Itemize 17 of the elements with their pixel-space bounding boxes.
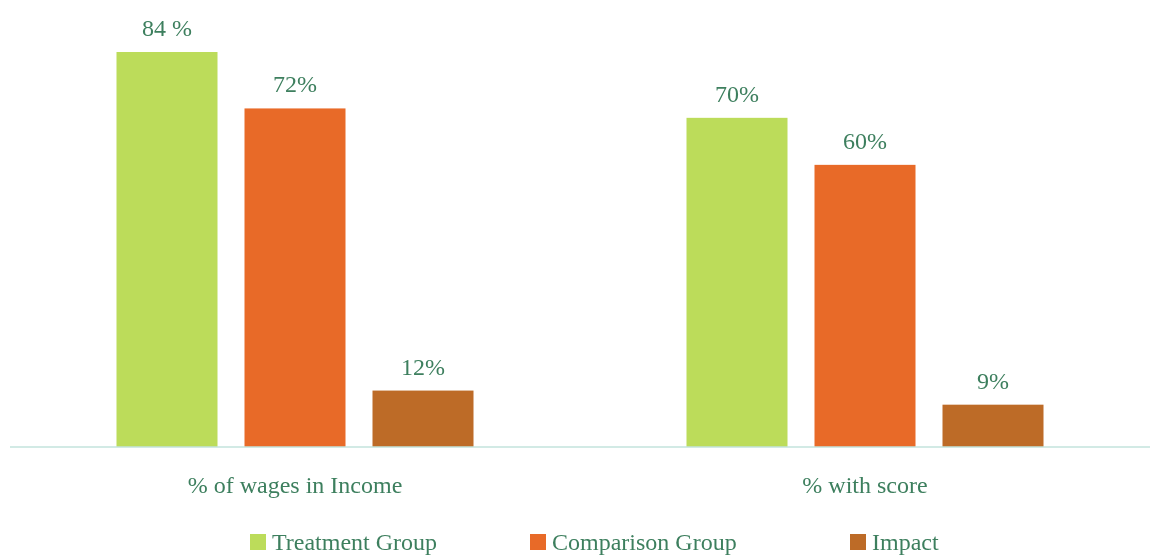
bar: [686, 117, 788, 447]
bar: [116, 52, 218, 447]
legend-label: Comparison Group: [552, 529, 737, 555]
legend-label: Impact: [872, 529, 939, 555]
data-label: 12%: [401, 353, 445, 380]
bar: [942, 404, 1044, 447]
data-label: 9%: [977, 367, 1009, 394]
legend-label: Treatment Group: [272, 529, 438, 555]
x-tick-label: % with score: [802, 472, 928, 498]
bar: [372, 390, 474, 447]
data-label: 70%: [715, 80, 759, 107]
data-label: 72%: [273, 71, 317, 98]
bar: [244, 108, 346, 447]
x-tick-label: % of wages in Income: [187, 472, 403, 498]
bar: [814, 164, 916, 447]
data-label: 60%: [843, 127, 887, 154]
data-label: 84 %: [142, 15, 192, 41]
